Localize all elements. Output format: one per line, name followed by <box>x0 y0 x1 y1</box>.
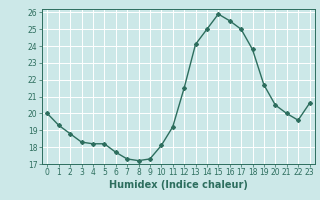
X-axis label: Humidex (Indice chaleur): Humidex (Indice chaleur) <box>109 180 248 190</box>
